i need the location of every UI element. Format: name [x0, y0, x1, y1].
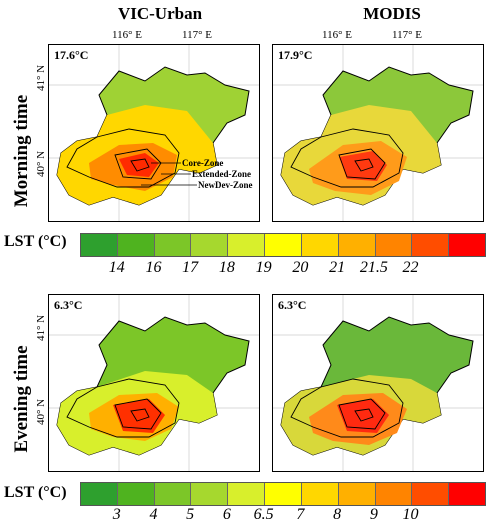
colorbar-label: 3	[112, 506, 121, 523]
column-title-vic-urban: VIC-Urban	[117, 4, 203, 23]
colorbar-swatch	[449, 234, 485, 256]
colorbar-swatch	[375, 483, 413, 505]
colorbar-label: 10	[402, 506, 419, 523]
column-title-modis: MODIS	[363, 4, 421, 23]
colorbar-label: 18	[218, 259, 235, 276]
lat-tick-40-morning: 40° N	[35, 150, 48, 178]
colorbar-label: 9	[369, 506, 378, 523]
colorbar-swatch	[412, 483, 450, 505]
lon-tick-117-left: 117° E	[182, 29, 212, 41]
colorbar-label: 6	[222, 506, 231, 523]
lon-tick-117-right: 117° E	[392, 29, 422, 41]
colorbar-swatch	[117, 483, 155, 505]
colorbar-swatch	[154, 234, 192, 256]
colorbar-swatch	[449, 483, 485, 505]
colorbar-label: 22	[402, 259, 419, 276]
colorbar-label: 4	[149, 506, 158, 523]
colorbar-swatch	[375, 234, 413, 256]
lon-tick-116-right: 116° E	[322, 29, 352, 41]
colorbar-swatch	[338, 234, 376, 256]
colorbar-label: 14	[108, 259, 125, 276]
label-newdev-zone: NewDev-Zone	[198, 180, 253, 190]
lat-tick-41-evening: 41° N	[35, 314, 48, 342]
row-title-morning: Morning time	[11, 94, 32, 208]
colorbar-morning	[80, 233, 486, 257]
label-extended-zone: Extended-Zone	[192, 169, 252, 179]
colorbar-swatch	[338, 483, 376, 505]
colorbar-label: 20	[292, 259, 309, 276]
colorbar-label: 7	[296, 506, 305, 523]
mean-morning-vic: 17.6°C	[54, 48, 89, 62]
colorbar-label: 21.5	[359, 259, 388, 276]
colorbar-label: 5	[186, 506, 195, 523]
map-evening-vic-urban: 6.3°C	[48, 294, 260, 472]
mean-evening-modis: 6.3°C	[278, 298, 307, 312]
colorbar-swatch	[412, 234, 450, 256]
colorbar-label: 16	[145, 259, 162, 276]
colorbar-swatch	[154, 483, 192, 505]
row-title-evening: Evening time	[11, 345, 32, 453]
lat-tick-40-evening: 40° N	[35, 398, 48, 426]
legend-title-evening: LST (°C)	[4, 484, 67, 501]
colorbar-label: 8	[333, 506, 342, 523]
colorbar-label: 17	[182, 259, 199, 276]
map-morning-vic-urban: 17.6°C Core-Zone Extended-Zone NewDev-Zo…	[48, 44, 260, 222]
colorbar-evening	[80, 482, 486, 506]
colorbar-label: 6.5	[253, 506, 274, 523]
colorbar-label: 19	[255, 259, 272, 276]
colorbar-swatch	[228, 234, 266, 256]
colorbar-swatch	[301, 483, 339, 505]
colorbar-label: 21	[329, 259, 346, 276]
colorbar-swatch	[117, 234, 155, 256]
map-evening-modis: 6.3°C	[272, 294, 484, 472]
colorbar-swatch	[81, 234, 118, 256]
colorbar-swatch	[265, 483, 302, 505]
label-core-zone: Core-Zone	[182, 158, 224, 168]
map-morning-modis: 17.9°C	[272, 44, 484, 222]
lat-tick-41-morning: 41° N	[35, 64, 48, 92]
mean-evening-vic: 6.3°C	[54, 298, 83, 312]
colorbar-swatch	[301, 234, 339, 256]
legend-title-morning: LST (°C)	[4, 233, 67, 250]
colorbar-swatch	[228, 483, 266, 505]
mean-morning-modis: 17.9°C	[278, 48, 313, 62]
colorbar-swatch	[191, 234, 229, 256]
lon-tick-116-left: 116° E	[112, 29, 142, 41]
colorbar-swatch	[81, 483, 118, 505]
colorbar-swatch	[191, 483, 229, 505]
colorbar-swatch	[265, 234, 302, 256]
